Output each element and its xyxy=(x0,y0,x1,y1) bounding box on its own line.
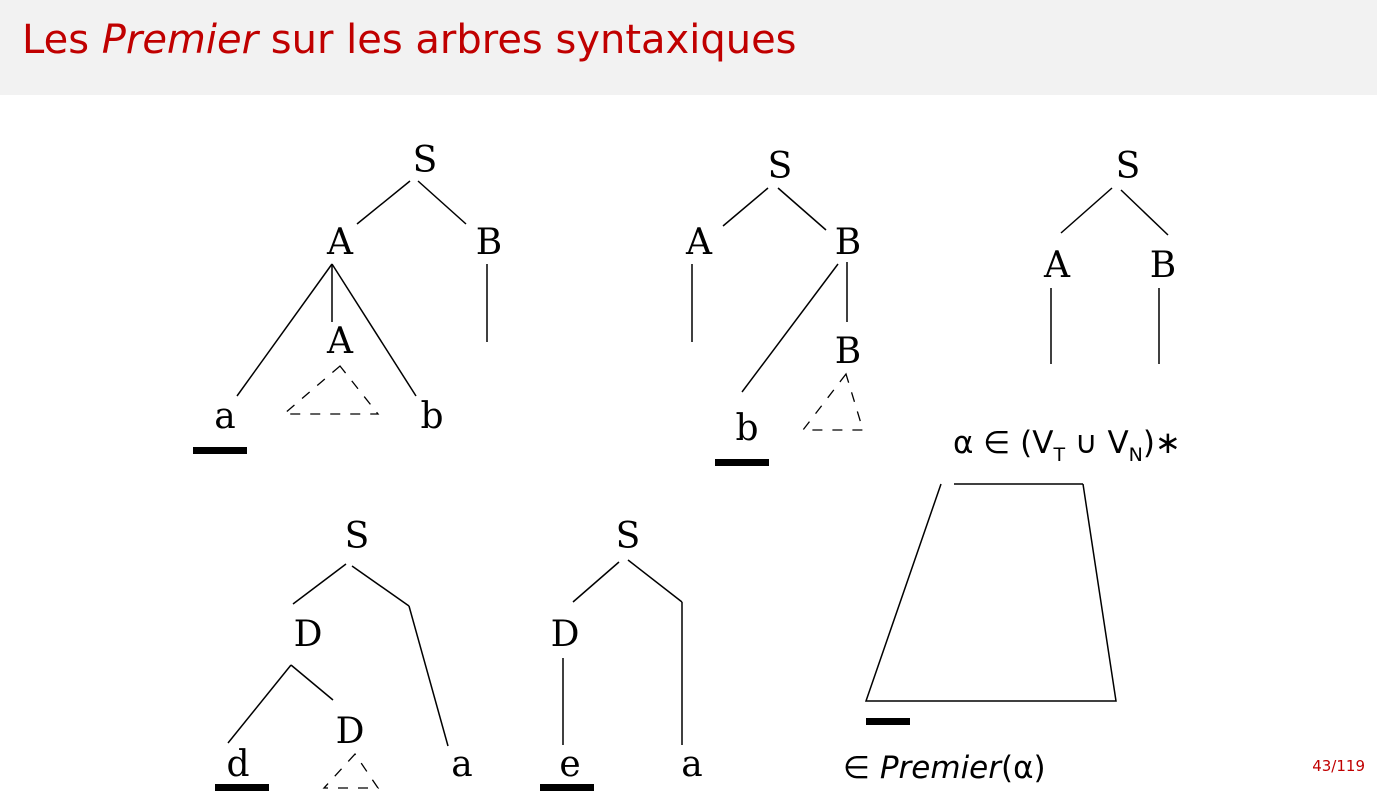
alpha-text: α ∈ (V xyxy=(953,425,1053,461)
slide-title: Les Premier sur les arbres syntaxiques xyxy=(22,20,797,60)
tree-1-inner-node: A xyxy=(326,321,354,362)
tree-2-inner-node: B xyxy=(835,331,861,372)
alpha-close: )∗ xyxy=(1143,425,1181,461)
tree-1-left-node: A xyxy=(326,222,354,263)
tree-4-edge xyxy=(227,664,292,744)
tree-4: S D D d a xyxy=(215,516,473,791)
tree-4-subtree-triangle xyxy=(322,752,380,789)
general-schema: α ∈ (VT ∪ VN)∗ ∈ Premier(α) xyxy=(843,425,1181,786)
tree-5-root: S xyxy=(616,516,641,557)
tree-4-left-node: D xyxy=(294,614,323,655)
tree-4-edge xyxy=(408,605,449,747)
tree-2-first-marker xyxy=(715,459,769,466)
tree-5: S D e a xyxy=(540,516,703,791)
tree-5-leaf-right: a xyxy=(681,744,702,785)
tree-2-edge xyxy=(777,187,827,231)
tree-1-leaf-left: a xyxy=(214,396,235,437)
tree-2-right-node: B xyxy=(835,222,861,263)
alpha-subscript-t: T xyxy=(1052,444,1065,466)
tree-3-left-node: A xyxy=(1043,245,1071,286)
title-emphasis: Premier xyxy=(101,17,259,63)
title-prefix: Les xyxy=(22,17,102,63)
alpha-union: ∪ V xyxy=(1065,425,1129,461)
first-symbol-marker xyxy=(866,718,910,725)
tree-5-leaf-left: e xyxy=(559,744,580,785)
tree-1-first-marker xyxy=(193,447,247,454)
tree-4-edge xyxy=(351,565,410,607)
tree-4-root: S xyxy=(345,516,370,557)
tree-5-edge xyxy=(572,561,620,603)
tree-1-edge xyxy=(356,180,411,225)
derivation-trapezoid xyxy=(864,483,1117,702)
tree-1-edge xyxy=(236,263,333,397)
slide-header: Les Premier sur les arbres syntaxiques xyxy=(0,0,1377,95)
tree-1-right-node: B xyxy=(476,222,502,263)
tree-2-subtree-triangle xyxy=(801,372,864,431)
tree-2-edge xyxy=(722,187,769,227)
tree-2-left-node: A xyxy=(685,222,713,263)
tree-1-root: S xyxy=(413,140,438,181)
tree-2-edge xyxy=(741,263,839,393)
page-number: 43/119 xyxy=(1312,757,1365,775)
tree-3-edge xyxy=(1060,187,1113,234)
tree-3: S A B xyxy=(1043,146,1176,364)
tree-5-left-node: D xyxy=(551,614,580,655)
tree-4-first-marker xyxy=(215,784,269,791)
alpha-label: α ∈ (VT ∪ VN)∗ xyxy=(953,425,1181,466)
tree-3-right-node: B xyxy=(1150,245,1176,286)
tree-1-edge xyxy=(331,263,417,397)
tree-3-edge xyxy=(1120,189,1169,236)
tree-5-first-marker xyxy=(540,784,594,791)
alpha-subscript-n: N xyxy=(1129,444,1143,466)
tree-1-edge xyxy=(417,180,467,225)
tree-1-subtree-triangle xyxy=(282,365,380,415)
tree-1-leaf-right: b xyxy=(420,396,443,437)
tree-2-root: S xyxy=(768,146,793,187)
tree-4-edge xyxy=(290,664,334,701)
tree-4-leaf-left: d xyxy=(226,744,249,785)
tree-2-leaf: b xyxy=(735,408,758,449)
premier-label: ∈ Premier(α) xyxy=(843,750,1046,786)
premier-prefix: ∈ xyxy=(843,750,880,786)
premier-name: Premier xyxy=(880,750,1003,786)
premier-arg: (α) xyxy=(1001,750,1046,786)
syntax-trees-diagram: S A B A a b S A B B b S A B xyxy=(193,140,1181,791)
tree-4-leaf-right: a xyxy=(451,744,472,785)
tree-3-root: S xyxy=(1116,146,1141,187)
tree-1: S A B A a b xyxy=(193,140,502,454)
tree-5-edge xyxy=(627,559,683,603)
title-suffix: sur les arbres syntaxiques xyxy=(258,17,797,63)
tree-4-inner-node: D xyxy=(336,711,365,752)
tree-4-edge xyxy=(292,563,347,605)
tree-2: S A B B b xyxy=(685,146,864,466)
